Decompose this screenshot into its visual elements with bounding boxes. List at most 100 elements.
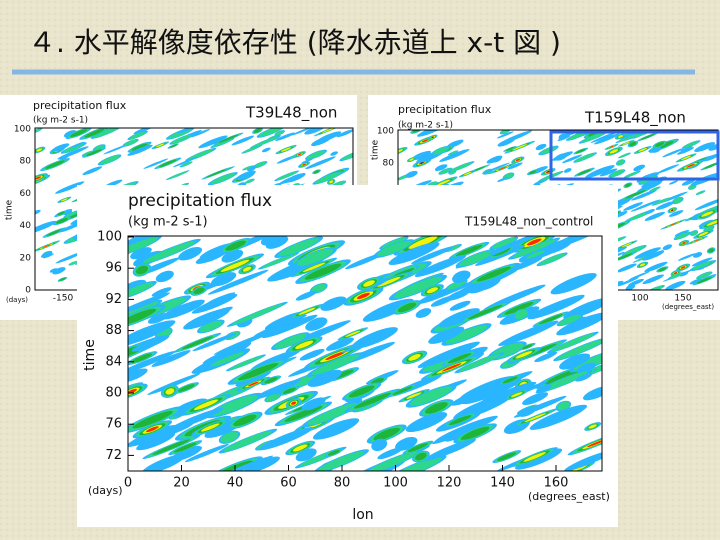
rain-cell bbox=[46, 229, 63, 236]
rain-cell bbox=[174, 442, 197, 453]
figure-units: (kg m-2 s-1) bbox=[33, 116, 88, 126]
rain-cell bbox=[221, 249, 244, 263]
figure-title: precipitation flux bbox=[33, 99, 127, 112]
rain-cell bbox=[428, 326, 465, 344]
rain-cell bbox=[260, 236, 289, 246]
rain-cell bbox=[505, 146, 515, 151]
rain-cell bbox=[261, 147, 271, 153]
rain-cell bbox=[704, 226, 714, 232]
rain-cell bbox=[441, 363, 462, 372]
y-unit: (days) bbox=[88, 484, 123, 497]
rain-cell bbox=[426, 287, 438, 294]
rain-cell bbox=[288, 320, 351, 346]
rain-cell bbox=[625, 171, 640, 178]
rain-cell bbox=[52, 267, 66, 275]
rain-cell bbox=[330, 151, 338, 156]
figure: precipitation flux (kg m-2 s-1) T159L48_… bbox=[77, 185, 618, 527]
rain-cell bbox=[421, 139, 429, 143]
rain-cell bbox=[662, 148, 684, 158]
rain-cell bbox=[367, 451, 418, 471]
rain-cell bbox=[690, 230, 698, 236]
rain-cell bbox=[172, 156, 198, 168]
rain-cell bbox=[455, 244, 483, 257]
rain-cell bbox=[220, 259, 250, 272]
rain-cell bbox=[653, 198, 670, 205]
rain-cell bbox=[193, 399, 219, 411]
rain-cell bbox=[178, 384, 195, 392]
rain-cell bbox=[619, 153, 630, 158]
rain-cell bbox=[243, 145, 261, 153]
rain-cell bbox=[447, 280, 466, 290]
rain-cell bbox=[621, 242, 633, 248]
rain-cell bbox=[575, 373, 592, 382]
rain-cell bbox=[706, 219, 718, 226]
rain-cell bbox=[128, 424, 178, 447]
rain-cell bbox=[665, 280, 686, 290]
y-tick-label: 60 bbox=[20, 189, 32, 199]
rain-cell bbox=[183, 308, 230, 330]
rain-cell bbox=[623, 245, 645, 256]
y-tick-label: 0 bbox=[25, 286, 31, 296]
rain-cell bbox=[576, 362, 597, 374]
rain-cell bbox=[253, 379, 302, 400]
rain-cell bbox=[585, 165, 615, 179]
rain-cell bbox=[276, 171, 298, 181]
rain-cell bbox=[558, 339, 602, 360]
rain-cell bbox=[225, 240, 247, 251]
rain-cell bbox=[201, 423, 220, 432]
rain-cell bbox=[210, 173, 236, 185]
rain-cell bbox=[295, 448, 317, 462]
rain-cell bbox=[593, 133, 620, 145]
rain-cell bbox=[629, 141, 637, 147]
rain-cell bbox=[609, 169, 624, 177]
rain-cell bbox=[99, 155, 120, 165]
rain-cell bbox=[615, 277, 639, 287]
rain-cell bbox=[258, 427, 314, 451]
rain-cell bbox=[261, 253, 296, 269]
rain-cell bbox=[587, 439, 602, 448]
rain-cell bbox=[438, 308, 480, 328]
rain-cell bbox=[698, 231, 709, 237]
y-tick-label: 92 bbox=[105, 292, 122, 307]
rain-cell bbox=[63, 130, 77, 138]
rain-cell bbox=[171, 398, 209, 417]
rain-cell bbox=[315, 172, 341, 184]
rain-cell bbox=[677, 147, 694, 155]
rain-cell bbox=[207, 269, 269, 295]
rain-cell bbox=[436, 179, 451, 186]
rain-cell bbox=[151, 287, 172, 297]
rain-cell bbox=[558, 314, 582, 326]
rain-cell bbox=[123, 139, 138, 147]
rain-cell bbox=[147, 373, 201, 395]
rain-cell bbox=[527, 294, 585, 320]
y-label: time bbox=[371, 139, 381, 160]
rain-cell bbox=[405, 170, 418, 178]
rain-cell bbox=[510, 392, 523, 398]
rain-cell bbox=[697, 272, 712, 279]
y-tick-label: 84 bbox=[105, 354, 122, 369]
rain-cell bbox=[301, 158, 314, 164]
rain-cell bbox=[306, 150, 326, 160]
rain-cell bbox=[55, 181, 85, 194]
rain-cell bbox=[536, 384, 552, 393]
rain-cell bbox=[192, 332, 237, 352]
rain-cell bbox=[539, 253, 566, 265]
figure-title: precipitation flux bbox=[398, 103, 492, 116]
rain-cell bbox=[515, 448, 563, 470]
rain-cell bbox=[677, 253, 696, 261]
rain-cell bbox=[590, 131, 617, 143]
rain-cell bbox=[483, 284, 546, 311]
rain-cell bbox=[56, 218, 68, 224]
rain-cell bbox=[668, 210, 684, 217]
rain-cell bbox=[305, 317, 328, 331]
rain-cell bbox=[189, 128, 211, 138]
rain-cell bbox=[206, 169, 227, 178]
rain-cell bbox=[616, 159, 625, 166]
rain-cell bbox=[486, 155, 503, 164]
rain-cell bbox=[575, 153, 596, 162]
rain-cell bbox=[528, 170, 537, 175]
rain-cell bbox=[191, 294, 238, 314]
rain-cell bbox=[388, 242, 440, 266]
rain-cell bbox=[242, 266, 252, 272]
rain-cell bbox=[420, 162, 424, 164]
